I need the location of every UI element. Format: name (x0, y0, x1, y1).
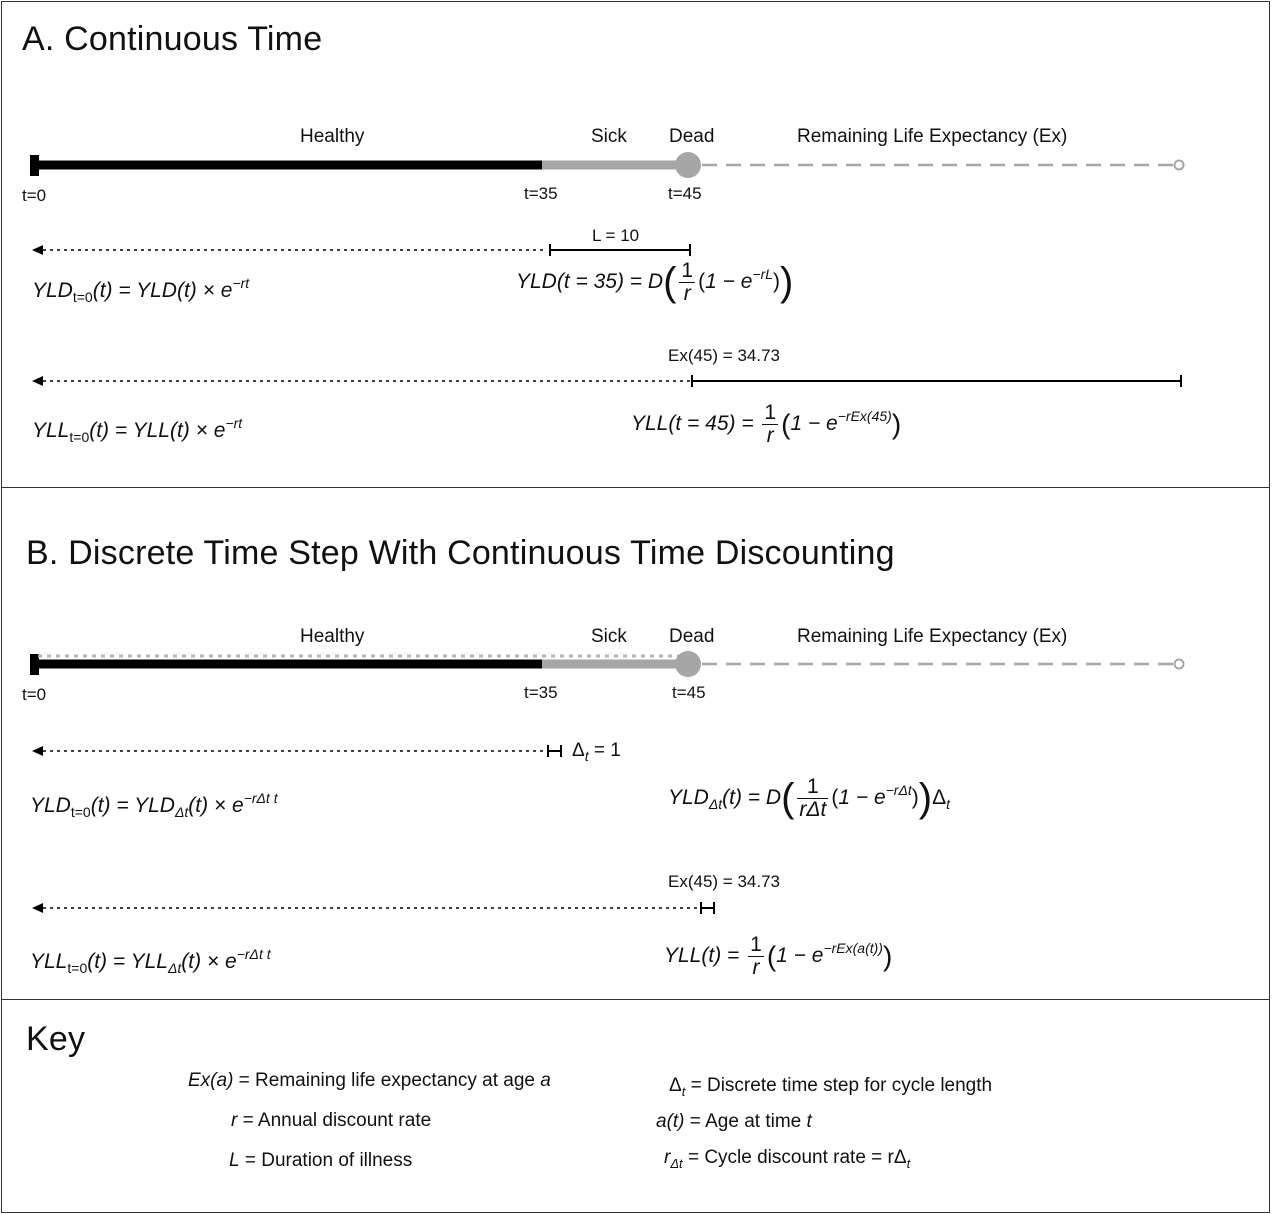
yll-discount-arrowhead (32, 903, 43, 913)
yll-discount-equation: YLLt=0(t) = YLL(t) × e−rt (32, 415, 243, 445)
death-marker (675, 651, 701, 677)
yld-formula-equation: YLD(t = 35) = D(1 r (1 − e−rL)) (516, 259, 794, 305)
end-marker (1173, 159, 1185, 171)
panel-b-title: B. Discrete Time Step With Continuous Ti… (26, 534, 895, 572)
yll-formula-equation: YLL(t = 45) = 1 r (1 − e−rEx(45)) (631, 401, 902, 447)
state-remaining-label: Remaining Life Expectancy (Ex) (797, 126, 1068, 147)
state-sick-label: Sick (591, 626, 627, 647)
yll-discount-arrowhead (32, 376, 43, 386)
key-item-ex: Ex(a) = Remaining life expectancy at age… (188, 1070, 551, 1091)
yll-formula-equation: YLL(t) = 1 r (1 − e−rEx(a(t))) (664, 933, 893, 979)
yld-formula-equation: YLDΔt(t) = D(1 rΔt (1 − e−rΔt))Δt (668, 775, 950, 821)
tick-t0: t=0 (22, 186, 47, 205)
state-dead-label: Dead (669, 126, 715, 147)
key-panel: Key Ex(a) = Remaining life expectancy at… (1, 999, 1270, 1213)
tick-t35: t=35 (524, 184, 558, 203)
key-item-r: r = Annual discount rate (231, 1110, 432, 1131)
death-marker (675, 152, 701, 178)
start-marker (30, 155, 39, 176)
state-sick-label: Sick (591, 126, 627, 147)
start-marker (30, 654, 39, 675)
end-marker (1173, 658, 1185, 670)
state-remaining-label: Remaining Life Expectancy (Ex) (797, 626, 1068, 647)
key-title: Key (26, 1020, 86, 1058)
time-step-label: Δt = 1 (572, 740, 621, 764)
tick-t45: t=45 (668, 184, 702, 203)
key-item-l: L = Duration of illness (229, 1150, 413, 1171)
state-healthy-label: Healthy (300, 126, 365, 147)
yld-discount-equation: YLDt=0(t) = YLDΔt(t) × e−rΔt t (30, 790, 278, 820)
key-item-age: a(t) = Age at time t (656, 1111, 812, 1132)
tick-t45: t=45 (672, 683, 706, 702)
tick-t0: t=0 (22, 685, 47, 704)
yll-discount-equation: YLLt=0(t) = YLLΔt(t) × e−rΔt t (30, 946, 271, 976)
panel-discrete-time: B. Discrete Time Step With Continuous Ti… (1, 487, 1270, 1000)
tick-t35: t=35 (524, 683, 558, 702)
yld-discount-equation: YLDt=0(t) = YLD(t) × e−rt (32, 275, 250, 305)
illness-duration-label: L = 10 (592, 226, 640, 245)
state-healthy-label: Healthy (300, 626, 365, 647)
key-item-delta: Δt = Discrete time step for cycle length (669, 1075, 993, 1099)
key-item-cycle-rate: rΔt = Cycle discount rate = rΔt (664, 1147, 911, 1171)
panel-a-title: A. Continuous Time (22, 20, 323, 58)
timeline-a (30, 152, 1185, 387)
state-dead-label: Dead (669, 626, 715, 647)
panel-continuous-time: A. Continuous Time Healthy Sick Dead Rem… (1, 1, 1270, 488)
timeline-b (30, 651, 1185, 914)
yld-discount-arrowhead (32, 245, 43, 255)
life-expectancy-label: Ex(45) = 34.73 (668, 346, 780, 365)
yld-discount-arrowhead (32, 746, 43, 756)
life-expectancy-label: Ex(45) = 34.73 (668, 872, 780, 891)
